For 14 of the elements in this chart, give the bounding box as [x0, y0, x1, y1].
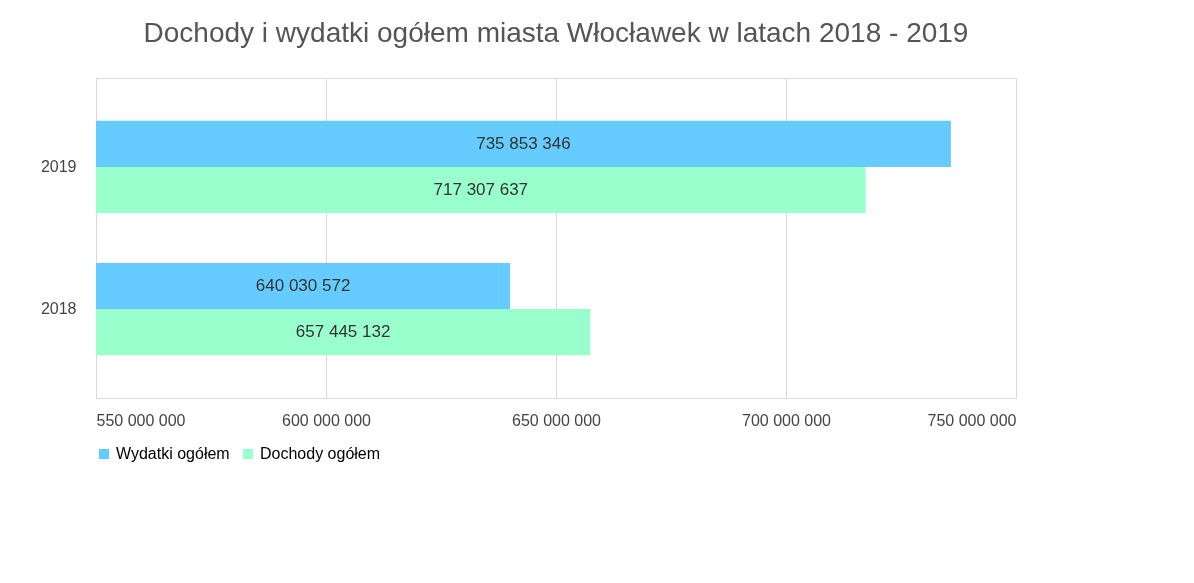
data-label: 735 853 346	[476, 133, 571, 153]
x-tick-label: 650 000 000	[512, 411, 602, 429]
legend-label: Dochody ogółem	[260, 445, 381, 462]
legend-label: Wydatki ogółem	[116, 445, 230, 462]
y-tick-label: 2018	[40, 300, 77, 318]
chart-title: Dochody i wydatki ogółem miasta Włocławek w latach 2018 - 2019	[143, 17, 969, 48]
data-label: 640 030 572	[255, 276, 351, 295]
x-tick-label: 550 000 000	[96, 411, 186, 429]
data-label: 657 445 132	[295, 322, 391, 342]
x-tick-label: 700 000 000	[742, 411, 832, 429]
x-tick-label: 750 000 000	[927, 411, 1017, 429]
data-label: 717 307 637	[433, 180, 529, 199]
x-tick-label: 600 000 000	[282, 411, 372, 429]
y-tick-label: 2019	[40, 157, 77, 175]
